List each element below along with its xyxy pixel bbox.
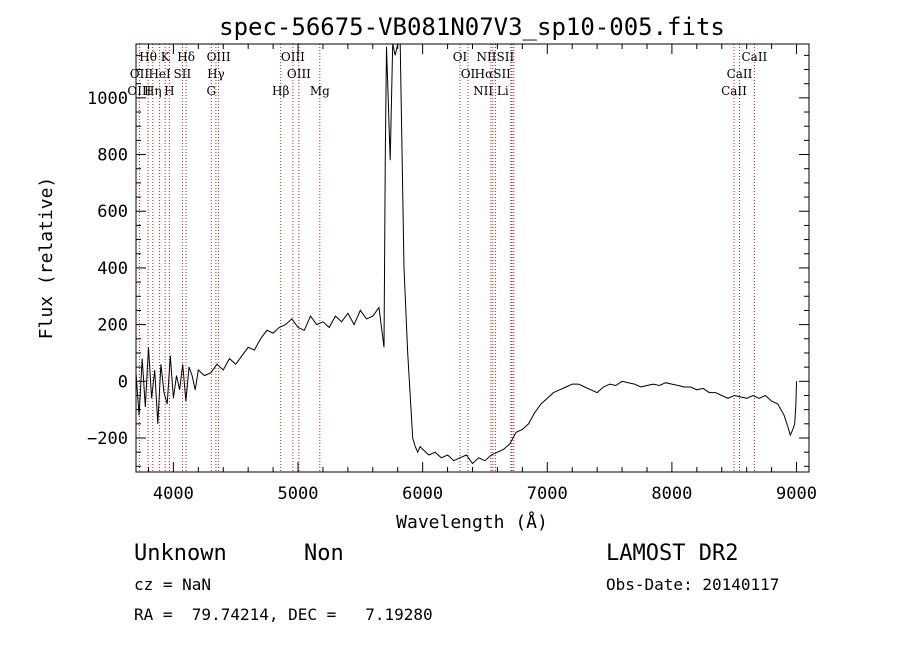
spectral-line-label: H	[164, 84, 174, 98]
spectral-line-label: OI	[453, 50, 468, 64]
cz-label: cz = NaN	[134, 575, 211, 594]
spectrum-line	[135, 43, 797, 465]
spectral-line-label: NII Li	[473, 84, 509, 98]
spectral-line-label: OIII	[207, 50, 231, 64]
y-tick-label: 200	[97, 316, 128, 336]
spectral-line-label: G	[207, 84, 217, 98]
spectral-line-label: OIII	[287, 67, 311, 81]
spectral-line-label: K	[161, 50, 171, 64]
spectral-line-label: Hθ	[139, 50, 157, 64]
obs-date-label: Obs-Date: 20140117	[606, 575, 779, 594]
spectral-line-label: CaII	[741, 50, 767, 64]
spectral-line-label: SII	[174, 67, 192, 81]
y-tick-label: 800	[97, 146, 128, 166]
y-tick-label: 1000	[87, 89, 128, 109]
y-axis: −200 0 200 400 600 800 1000	[87, 54, 809, 467]
spectral-line-label: Hβ	[272, 84, 289, 98]
spectral-line-label: Hδ	[177, 50, 195, 64]
y-tick-label: 400	[97, 259, 128, 279]
spectral-line-label: Mg	[310, 84, 330, 98]
subclass-label: Non	[304, 541, 344, 566]
spectral-line-label: HαSII	[475, 67, 512, 81]
spectral-line-label: NIISII	[477, 50, 515, 64]
y-axis-label: Flux (relative)	[36, 177, 57, 340]
y-tick-label: 0	[118, 372, 128, 392]
spectral-line-label: HeI	[148, 67, 171, 81]
x-tick-label: 4000	[153, 484, 194, 504]
class-label: Unknown	[134, 541, 227, 566]
spectral-line-label: OIII	[127, 84, 151, 98]
plot-frame	[135, 43, 810, 473]
x-tick-label: 8000	[651, 484, 692, 504]
y-tick-label: 600	[97, 202, 128, 222]
spectral-line-markers	[138, 44, 755, 472]
spectral-line-label: CaII	[721, 84, 747, 98]
x-axis: 4000 5000 6000 7000 8000 9000	[147, 44, 817, 504]
x-tick-label: 5000	[278, 484, 319, 504]
radec-label: RA = 79.74214, DEC = 7.19280	[134, 605, 433, 624]
chart-title: spec-56675-VB081N07V3_sp10-005.fits	[219, 13, 725, 41]
spectral-line-label: Hγ	[207, 67, 225, 81]
y-tick-label: −200	[87, 429, 128, 449]
x-axis-label: Wavelength (Å)	[396, 511, 548, 533]
spectral-line-label: CaII	[727, 67, 753, 81]
spectral-line-label: OI	[461, 67, 476, 81]
spectral-line-label: OII	[130, 67, 150, 81]
spectral-line-label: Hη	[144, 84, 162, 98]
x-tick-label: 6000	[402, 484, 443, 504]
survey-label: LAMOST DR2	[606, 541, 738, 566]
x-tick-label: 9000	[776, 484, 817, 504]
spectral-line-label: OIII	[281, 50, 305, 64]
x-tick-label: 7000	[527, 484, 568, 504]
